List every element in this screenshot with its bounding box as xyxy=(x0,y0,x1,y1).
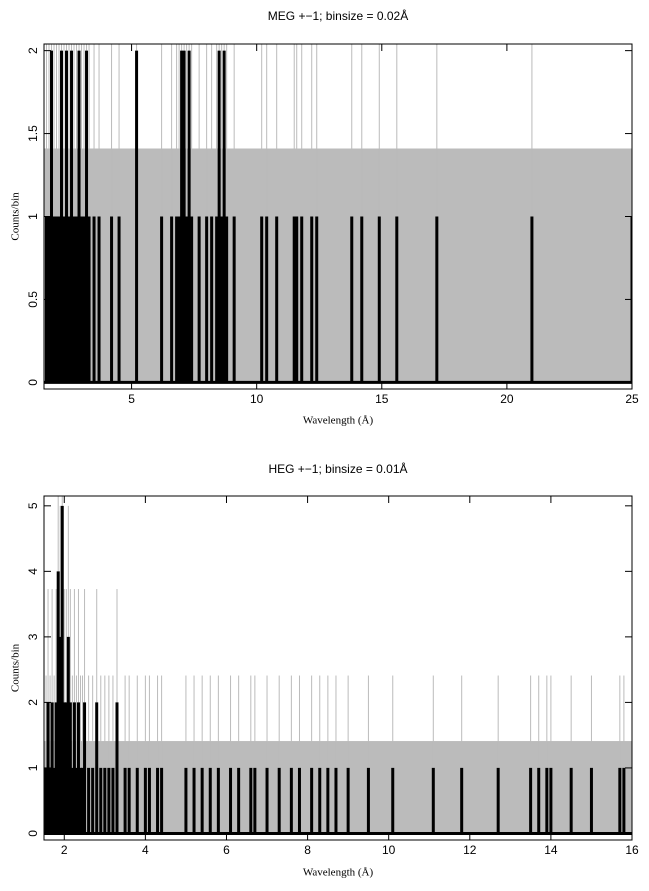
x-tick-label: 10 xyxy=(382,843,396,857)
y-tick-label: 0 xyxy=(26,379,40,386)
x-tick-label: 12 xyxy=(463,843,477,857)
x-tick-label: 20 xyxy=(500,392,514,406)
x-tick-label: 8 xyxy=(304,843,311,857)
x-tick-label: 6 xyxy=(223,843,230,857)
x-tick-label: 14 xyxy=(544,843,558,857)
y-tick-label: 1.5 xyxy=(26,125,40,142)
x-tick-label: 4 xyxy=(142,843,149,857)
y-tick-label: 2 xyxy=(26,699,40,706)
y-tick-label: 3 xyxy=(26,633,40,640)
plot-area xyxy=(44,44,632,384)
x-tick-label: 10 xyxy=(250,392,264,406)
error-band xyxy=(44,148,632,383)
x-tick-label: 2 xyxy=(61,843,68,857)
y-tick-label: 2 xyxy=(26,47,40,54)
x-tick-label: 16 xyxy=(625,843,639,857)
y-tick-label: 4 xyxy=(26,568,40,575)
x-tick-label: 15 xyxy=(375,392,389,406)
y-axis-label: Counts/bin xyxy=(10,643,22,692)
y-tick-label: 1 xyxy=(26,213,40,220)
y-tick-label: 0.5 xyxy=(26,291,40,308)
plot-area xyxy=(44,496,632,835)
chart-title: MEG +−1; binsize = 0.02Å xyxy=(268,8,408,23)
y-tick-label: 0 xyxy=(26,830,40,837)
error-band xyxy=(44,741,632,834)
x-tick-label: 5 xyxy=(128,392,135,406)
x-tick-label: 25 xyxy=(625,392,639,406)
y-axis-label: Counts/bin xyxy=(10,192,22,241)
y-tick-label: 1 xyxy=(26,764,40,771)
chart-title: HEG +−1; binsize = 0.01Å xyxy=(268,461,407,476)
y-tick-label: 5 xyxy=(26,502,40,509)
x-axis-label: Wavelength (Å) xyxy=(303,415,374,427)
x-axis-label: Wavelength (Å) xyxy=(303,867,374,879)
plot-frame xyxy=(43,495,633,841)
